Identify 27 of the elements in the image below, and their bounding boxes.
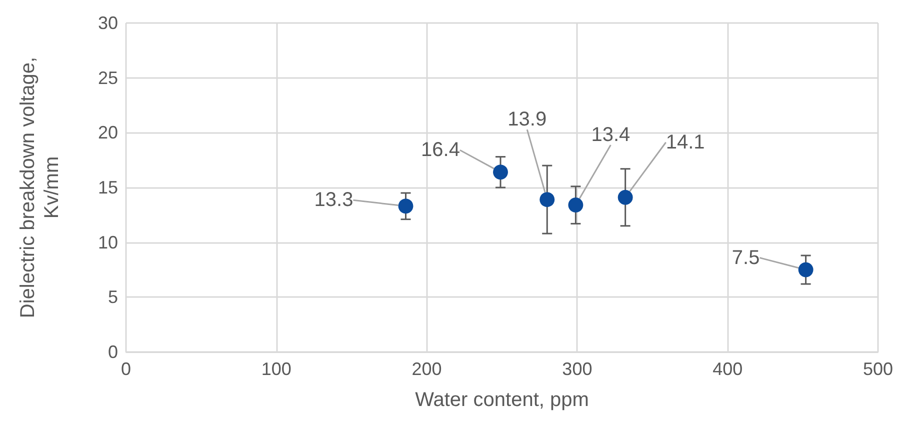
point (540, 192, 555, 208)
point (618, 190, 633, 205)
point (568, 198, 584, 213)
y-tick-label: 30 (98, 13, 118, 33)
data-label: 13.3 (314, 189, 354, 212)
y-tick-label: 5 (108, 287, 118, 308)
y-tick-label: 10 (98, 232, 118, 252)
point (798, 262, 814, 278)
x-axis-title: Water content, ppm (415, 389, 589, 411)
data-label: 7.5 (732, 246, 760, 269)
data-label: 16.4 (421, 139, 460, 162)
x-tick-label: 500 (862, 359, 894, 379)
y-tick-label: 20 (98, 122, 118, 143)
point (493, 164, 508, 180)
x-tick-label: 300 (562, 359, 592, 379)
y-axis-title: Dielectric breakdown voltage, Kv/mm (17, 56, 63, 318)
y-tick-label: 25 (98, 68, 118, 88)
x-tick-label: 200 (412, 359, 442, 379)
data-label: 13.4 (591, 124, 630, 146)
x-tick-label: 100 (261, 359, 292, 379)
y-tick-label: 0 (108, 342, 118, 362)
data-label: 14.1 (666, 131, 705, 154)
x-tick-label: 0 (120, 359, 132, 379)
x-tick-label: 400 (712, 359, 743, 379)
data-label: 13.9 (508, 108, 547, 131)
point (398, 198, 414, 214)
y-tick-label: 15 (98, 178, 118, 198)
